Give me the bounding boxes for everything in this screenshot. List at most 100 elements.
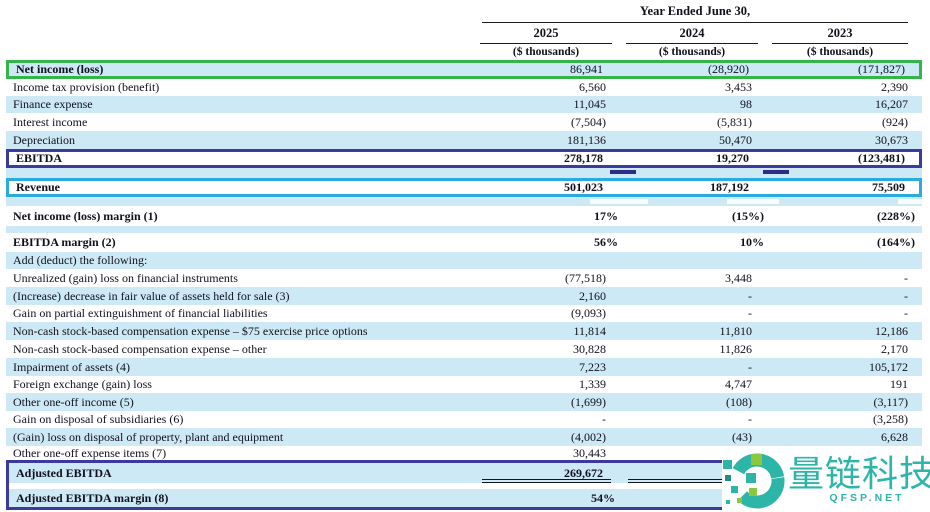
table-row: Impairment of assets (4) 7,223 - 105,172 — [6, 358, 922, 376]
value-cell: (5,831) — [717, 114, 752, 129]
value-cell: 56% — [594, 235, 618, 249]
table-row: Other one-off expense items (7) 30,443 — [6, 446, 922, 460]
table-row: Unrealized (gain) loss on financial inst… — [6, 269, 922, 287]
spacer-row — [6, 168, 922, 178]
row-label: Finance expense — [13, 97, 93, 111]
value-cell: (108) — [726, 394, 752, 409]
value-cell: - — [748, 306, 752, 320]
year-label: 2025 — [480, 23, 612, 44]
double-underline — [482, 479, 611, 483]
table-row: Foreign exchange (gain) loss 1,339 4,747 19… — [6, 376, 922, 393]
value-cell: - — [904, 288, 908, 303]
value-cell — [772, 252, 922, 269]
year-label: 2024 — [626, 23, 758, 44]
row-label: Gain on disposal of subsidiaries (6) — [13, 412, 184, 426]
value-cell: 19,270 — [716, 151, 749, 165]
value-cell: 11,810 — [719, 323, 752, 338]
spacer-row — [6, 226, 922, 233]
year-column-header: 2025 — [480, 23, 626, 44]
header-columns: Year Ended June 30, 2025 2024 2023 ($ th… — [480, 2, 922, 60]
row-label: (Gain) loss on disposal of property, pla… — [13, 429, 284, 444]
value-cell: 2,160 — [579, 288, 606, 303]
value-cell: (3,258) — [873, 412, 908, 426]
table-row: Non-cash stock-based compensation expens… — [6, 340, 922, 358]
unit-row: ($ thousands) ($ thousands) ($ thousands… — [480, 44, 922, 60]
table-row: Non-cash stock-based compensation expens… — [6, 322, 922, 340]
underline-gap — [727, 199, 779, 204]
row-label: Net income (loss) — [16, 62, 104, 76]
value-cell: 3,448 — [725, 270, 752, 285]
value-cell: - — [748, 288, 752, 303]
table-row: Interest income (7,504) (5,831) (924) — [6, 113, 922, 131]
row-label: EBITDA margin (2) — [13, 235, 116, 249]
value-cell: 16,207 — [875, 97, 908, 111]
value-cell: 1,339 — [579, 377, 606, 391]
value-cell: 30,828 — [573, 341, 606, 356]
adjusted-ebitda-block: Adjusted EBITDA 269,672 Adjusted EBITDA ma… — [6, 460, 922, 510]
value-cell: (228%) — [877, 208, 915, 223]
value-cell: (43) — [732, 429, 752, 444]
value-cell: 11,826 — [719, 341, 752, 356]
value-cell: (15%) — [732, 208, 764, 223]
value-cell: 11,045 — [573, 97, 606, 111]
table-row: Net income (loss) margin (1) 17% (15%) (228… — [6, 206, 922, 226]
value-cell: 17% — [594, 208, 618, 223]
table-row: Add (deduct) the following: — [6, 252, 922, 269]
value-cell: (171,827) — [858, 62, 905, 76]
financial-table: Year Ended June 30, 2025 2024 2023 ($ th… — [6, 0, 930, 510]
value-cell: 11,814 — [573, 323, 606, 338]
table-row: Adjusted EBITDA margin (8) 54% — [9, 489, 919, 507]
row-label: Depreciation — [13, 132, 75, 147]
value-cell: 30,443 — [573, 445, 606, 460]
value-cell: 3,453 — [725, 80, 752, 94]
underline-gap — [898, 199, 930, 204]
table-row: (Increase) decrease in fair value of ass… — [6, 287, 922, 305]
value-cell: - — [904, 270, 908, 285]
period-title: Year Ended June 30, — [482, 2, 908, 23]
value-cell: 191 — [890, 377, 908, 391]
value-cell: (123,481) — [858, 151, 905, 165]
value-cell: - — [748, 412, 752, 426]
value-cell: 6,560 — [579, 80, 606, 94]
row-label: Adjusted EBITDA margin (8) — [16, 490, 169, 505]
row-label: Other one-off expense items (7) — [13, 445, 167, 460]
value-cell — [623, 463, 769, 483]
table-row: (Gain) loss on disposal of property, pla… — [6, 428, 922, 446]
row-label: Revenue — [16, 180, 60, 194]
watermark-text: 量链科技 QFSP.NET — [788, 453, 930, 505]
value-cell: - — [904, 306, 908, 320]
row-label: Net income (loss) margin (1) — [13, 208, 158, 223]
header-left-spacer — [6, 2, 480, 60]
value-cell: (924) — [882, 114, 908, 129]
brand-name: 量链科技 — [788, 453, 930, 494]
year-row: 2025 2024 2023 — [480, 23, 922, 44]
value-cell: 2,170 — [881, 341, 908, 356]
year-column-header: 2023 — [772, 23, 922, 44]
table-body: Net income (loss) 86,941 (28,920) (171,827)… — [6, 60, 930, 510]
row-label: Other one-off income (5) — [13, 394, 134, 409]
row-label: Adjusted EBITDA — [16, 465, 112, 480]
value-cell: 98 — [740, 97, 752, 111]
value-cell: (1,699) — [571, 394, 606, 409]
row-label: Unrealized (gain) loss on financial inst… — [13, 270, 238, 285]
table-row: Net income (loss) 86,941 (28,920) (171,827) — [6, 60, 922, 79]
table-row: EBITDA margin (2) 56% 10% (164%) — [6, 233, 922, 252]
value-cell: (164%) — [877, 235, 915, 249]
brand-domain: QFSP.NET — [829, 492, 905, 504]
row-label: Non-cash stock-based compensation expens… — [13, 323, 368, 338]
value-cell: 86,941 — [570, 62, 603, 76]
spacer-row — [9, 483, 919, 489]
value-cell: 50,470 — [719, 132, 752, 147]
value-cell: 105,172 — [869, 359, 908, 374]
row-label: Impairment of assets (4) — [13, 359, 130, 374]
row-label: Gain on partial extinguishment of financ… — [13, 306, 268, 320]
value-cell: 187,192 — [710, 180, 749, 194]
value-cell: (3,117) — [873, 394, 908, 409]
row-label: Income tax provision (benefit) — [13, 80, 160, 94]
table-row: Gain on disposal of subsidiaries (6) - - (3… — [6, 411, 922, 428]
unit-label: ($ thousands) — [512, 46, 580, 58]
value-cell: 54% — [591, 490, 615, 505]
value-cell: 269,672 — [477, 463, 623, 483]
value-cell: (4,002) — [571, 429, 606, 444]
table-row: EBITDA 278,178 19,270 (123,481) — [6, 149, 922, 168]
